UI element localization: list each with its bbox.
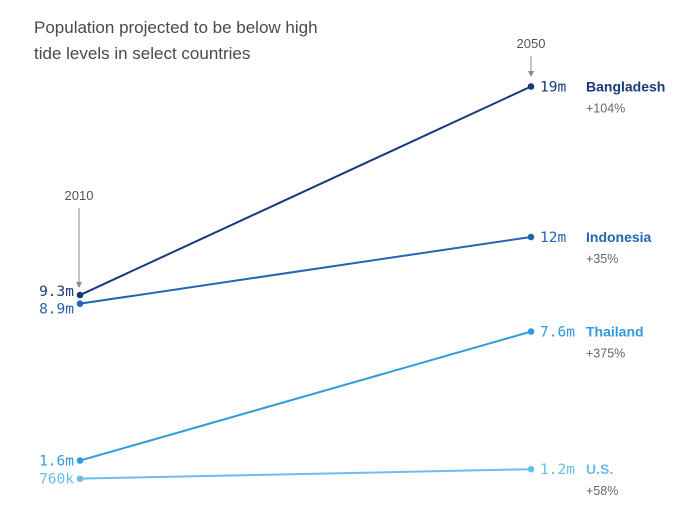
- country-label-bangladesh: Bangladesh: [586, 79, 665, 95]
- start-year-label: 2010: [65, 188, 94, 203]
- change-label-bangladesh: +104%: [586, 102, 625, 116]
- start-value-label-u-s: 760k: [39, 472, 74, 488]
- country-label-u-s: U.S.: [586, 461, 613, 477]
- end-value-label-u-s: 1.2m: [540, 462, 575, 478]
- end-point-bangladesh: [527, 83, 535, 90]
- start-value-label-thailand: 1.6m: [39, 454, 74, 470]
- end-year-pointer-arrowhead: [528, 71, 534, 77]
- start-point-indonesia: [76, 300, 84, 307]
- series-line-thailand: [79, 330, 532, 462]
- country-label-thailand: Thailand: [586, 324, 644, 340]
- end-point-indonesia: [527, 233, 535, 241]
- change-label-indonesia: +35%: [586, 252, 618, 266]
- change-label-u-s: +58%: [586, 484, 618, 498]
- start-point-thailand: [76, 457, 84, 464]
- start-year-pointer-arrowhead: [76, 282, 82, 288]
- series-line-indonesia: [79, 236, 532, 305]
- chart-title-line-2: tide levels in select countries: [34, 44, 250, 63]
- start-point-bangladesh: [76, 291, 84, 299]
- start-value-label-indonesia: 8.9m: [39, 302, 74, 318]
- country-label-indonesia: Indonesia: [586, 229, 652, 245]
- end-value-label-bangladesh: 19m: [540, 80, 566, 96]
- series-line-bangladesh: [79, 85, 532, 296]
- end-value-label-thailand: 7.6m: [540, 325, 575, 341]
- end-year-label: 2050: [517, 36, 546, 51]
- series-line-u-s: [79, 468, 532, 480]
- chart-title-line-1: Population projected to be below high: [34, 18, 318, 37]
- end-value-label-indonesia: 12m: [540, 230, 566, 246]
- end-point-thailand: [527, 328, 535, 335]
- series-layer: 9.3m 19m Bangladesh +104% 8.9m 12m Indonesia +3…: [39, 79, 665, 499]
- change-label-thailand: +375%: [586, 347, 625, 361]
- end-point-u-s: [527, 465, 535, 473]
- start-value-label-bangladesh: 9.3m: [39, 284, 74, 300]
- start-point-u-s: [76, 475, 84, 482]
